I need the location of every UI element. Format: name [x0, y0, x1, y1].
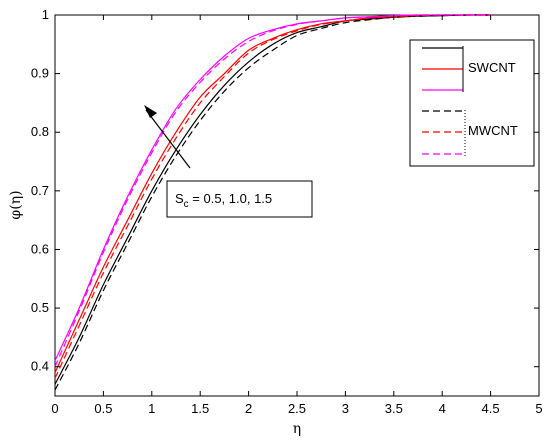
- annotation-prefix: S: [175, 191, 184, 206]
- legend-label-swcnt: SWCNT: [468, 60, 516, 75]
- annotation: Sc = 0.5, 1.0, 1.5: [144, 105, 313, 218]
- annotation-values: = 0.5, 1.0, 1.5: [189, 191, 272, 206]
- ticks-layer: 0 0.5 1 1.5 2 2.5 3 3.5 4 4.5 5 0.4 0.5 0.6 0.7 0.8 0.9 1: [31, 7, 543, 416]
- y-tick-label: 1: [42, 7, 49, 22]
- y-tick-label: 0.5: [31, 300, 49, 315]
- legend-box: [409, 39, 535, 167]
- x-tick-label: 4: [439, 401, 446, 416]
- annotation-arrow-shaft: [145, 109, 191, 169]
- x-tick-label: 4.5: [482, 401, 500, 416]
- y-tick-label: 0.8: [31, 124, 49, 139]
- x-tick-label: 1.5: [191, 401, 209, 416]
- x-tick-label: 1: [148, 401, 155, 416]
- legend-label-mwcnt: MWCNT: [468, 123, 518, 138]
- annotation-subscript: c: [184, 199, 189, 210]
- annotation-box: [166, 180, 313, 218]
- series-line-3-mwcnt: [54, 14, 491, 391]
- y-tick-label: 0.9: [31, 66, 49, 81]
- x-tick-label: 0: [51, 401, 58, 416]
- series-layer: [54, 14, 491, 391]
- y-axis-label: φ(η): [8, 190, 24, 219]
- y-tick-label: 0.6: [31, 241, 49, 256]
- series-line-2-swcnt: [54, 14, 491, 362]
- x-tick-label: 5: [535, 401, 542, 416]
- y-tick-label: 0.4: [31, 359, 49, 374]
- y-tick-label: 0.7: [31, 183, 49, 198]
- annotation-arrowhead: [144, 105, 157, 118]
- x-tick-label: 2: [245, 401, 252, 416]
- x-axis-label: η: [293, 421, 301, 437]
- series-line-5-mwcnt: [54, 14, 491, 367]
- annotation-text: Sc = 0.5, 1.0, 1.5: [175, 191, 272, 210]
- x-tick-label: 3.5: [385, 401, 403, 416]
- x-tick-label: 0.5: [94, 401, 112, 416]
- legend: SWCNT MWCNT: [409, 39, 535, 167]
- x-tick-label: 2.5: [288, 401, 306, 416]
- x-tick-label: 3: [342, 401, 349, 416]
- series-line-4-mwcnt: [54, 14, 491, 379]
